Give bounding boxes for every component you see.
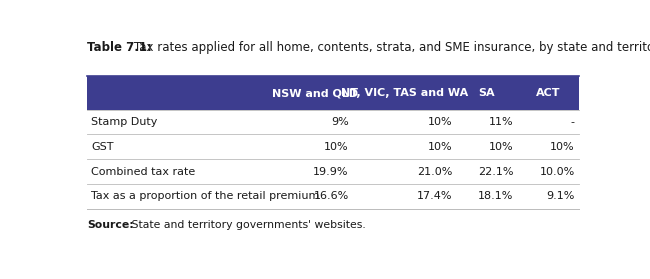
Text: NT, VIC, TAS and WA: NT, VIC, TAS and WA (341, 88, 468, 98)
Text: 10%: 10% (428, 117, 452, 127)
Text: Tax rates applied for all home, contents, strata, and SME insurance, by state an: Tax rates applied for all home, contents… (134, 41, 650, 54)
Text: Source:: Source: (87, 220, 134, 230)
Text: ACT: ACT (536, 88, 560, 98)
Text: -: - (571, 117, 575, 127)
Text: 19.9%: 19.9% (313, 167, 349, 177)
Text: 10%: 10% (551, 142, 575, 152)
Text: 10%: 10% (324, 142, 349, 152)
Text: 11%: 11% (489, 117, 514, 127)
Text: 9%: 9% (331, 117, 349, 127)
Text: Combined tax rate: Combined tax rate (91, 167, 196, 177)
Text: NSW and QLD: NSW and QLD (272, 88, 358, 98)
Text: 10%: 10% (489, 142, 514, 152)
Text: 22.1%: 22.1% (478, 167, 514, 177)
Text: 18.1%: 18.1% (478, 191, 514, 201)
Text: 21.0%: 21.0% (417, 167, 452, 177)
Text: 16.6%: 16.6% (313, 191, 349, 201)
Text: Stamp Duty: Stamp Duty (91, 117, 158, 127)
Text: 10.0%: 10.0% (540, 167, 575, 177)
Text: GST: GST (91, 142, 114, 152)
Text: Tax as a proportion of the retail premium: Tax as a proportion of the retail premiu… (91, 191, 320, 201)
Text: Table 7.1:: Table 7.1: (87, 41, 152, 54)
Text: 10%: 10% (428, 142, 452, 152)
Text: 17.4%: 17.4% (417, 191, 452, 201)
Text: State and territory governments' websites.: State and territory governments' website… (121, 220, 366, 230)
Text: SA: SA (478, 88, 495, 98)
Text: 9.1%: 9.1% (547, 191, 575, 201)
